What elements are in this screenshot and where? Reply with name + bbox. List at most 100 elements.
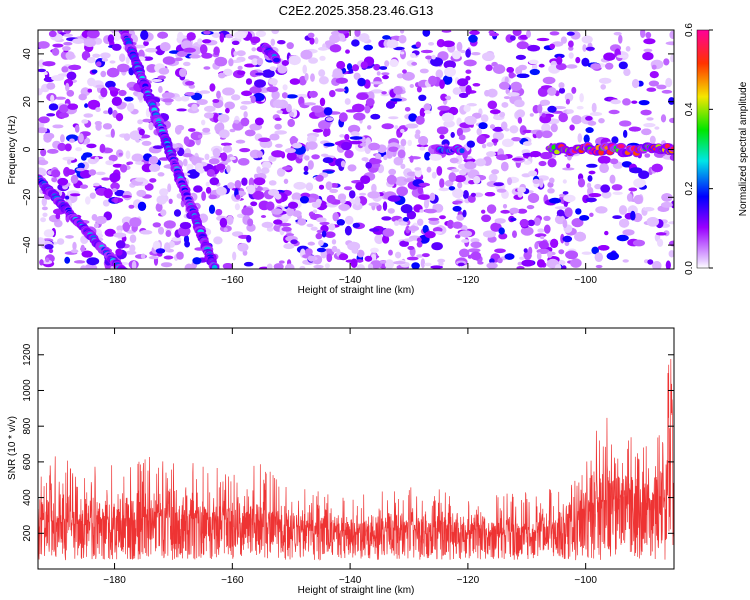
heatmap-cell [286, 94, 298, 98]
heatmap-cell [308, 242, 315, 246]
heatmap-cell [647, 217, 659, 227]
heatmap-cell [503, 204, 507, 209]
heatmap-cell [520, 219, 529, 227]
heatmap-cell [134, 285, 144, 293]
heatmap-cell [151, 79, 163, 82]
heatmap-cell [428, 76, 437, 85]
heatmap-cell [639, 100, 650, 105]
heatmap-cell [254, 79, 266, 88]
heatmap-cell [101, 177, 110, 180]
heatmap-cell [142, 293, 148, 298]
heatmap-cell [138, 202, 146, 211]
heatmap-cell [128, 279, 137, 286]
heatmap-cell [507, 92, 520, 96]
heatmap-cell [282, 166, 292, 170]
heatmap-cell [370, 248, 379, 253]
heatmap-cell [410, 53, 416, 58]
heatmap-cell [353, 223, 360, 228]
heatmap-cell [627, 193, 633, 202]
heatmap-cell [488, 101, 498, 110]
heatmap-cell [139, 129, 145, 136]
heatmap-cell [36, 88, 43, 95]
heatmap-cell [94, 223, 99, 228]
heatmap-cell [138, 289, 144, 295]
heatmap-cell [344, 186, 352, 190]
heatmap-cell [177, 32, 183, 40]
heatmap-cell [131, 280, 141, 287]
heatmap-cell [401, 204, 413, 213]
heatmap-cell [304, 171, 309, 175]
heatmap-cell [267, 86, 279, 92]
heatmap-cell [78, 94, 87, 101]
heatmap-cell [588, 121, 597, 126]
heatmap-cell [569, 125, 574, 131]
heatmap-cell [45, 244, 54, 249]
heatmap-cell [588, 175, 593, 182]
heatmap-cell [451, 169, 459, 172]
heatmap-cell [164, 220, 176, 229]
heatmap-cell [251, 47, 256, 51]
heatmap-cell [189, 55, 201, 59]
heatmap-cell [183, 153, 193, 157]
heatmap-cell [257, 151, 263, 158]
heatmap-cell [383, 228, 395, 236]
heatmap-cell [492, 139, 499, 144]
heatmap-cell [57, 178, 68, 186]
heatmap-cell [563, 195, 575, 202]
heatmap-cell [96, 61, 102, 66]
y-tick-label: 40 [22, 48, 33, 60]
heatmap-cell [390, 98, 402, 101]
heatmap-cell [323, 143, 334, 147]
heatmap-cell [52, 44, 63, 48]
heatmap-cell [481, 114, 489, 122]
heatmap-cell [415, 130, 420, 135]
heatmap-cell [399, 35, 407, 44]
heatmap-cell [599, 163, 609, 173]
heatmap-cell [381, 72, 389, 75]
heatmap-cell [582, 36, 593, 44]
heatmap-cell [451, 132, 455, 138]
heatmap-cell [45, 258, 49, 263]
figure-title: C2E2.2025.358.23.46.G13 [279, 3, 434, 18]
heatmap-cell [72, 242, 76, 251]
snr-x-axis-label: Height of straight line (km) [298, 585, 415, 596]
heatmap-cell [238, 158, 250, 166]
heatmap-cell [486, 151, 496, 157]
heatmap-cell [75, 147, 82, 151]
spectrogram-panel: −180 −160 −140 −120 −100 −40−2002040 Height … [7, 25, 679, 302]
heatmap-cell [527, 45, 540, 52]
heatmap-cell [215, 209, 222, 215]
heatmap-cell [302, 65, 307, 74]
heatmap-cell [464, 60, 477, 67]
heatmap-cell [174, 58, 183, 62]
heatmap-cell [482, 144, 486, 149]
heatmap-cell [462, 210, 466, 218]
heatmap-cell [523, 141, 532, 146]
heatmap-cell [205, 154, 210, 160]
heatmap-cell [590, 63, 601, 69]
heatmap-cell [314, 37, 318, 44]
heatmap-cell [56, 213, 61, 219]
heatmap-cell [458, 263, 465, 267]
heatmap-cell [115, 249, 122, 256]
heatmap-cell [388, 208, 395, 214]
heatmap-cell [471, 251, 482, 260]
heatmap-cell [465, 49, 471, 58]
heatmap-cell [69, 139, 75, 143]
heatmap-cell [313, 210, 317, 213]
heatmap-cell [425, 231, 436, 238]
heatmap-cell [92, 69, 98, 73]
heatmap-cell [607, 252, 619, 260]
heatmap-cell [437, 106, 450, 111]
heatmap-cell [663, 58, 669, 65]
colorbar-label: Normalized spectral amplitude [738, 81, 749, 216]
heatmap-cell [127, 278, 134, 282]
heatmap-cell [57, 238, 64, 245]
heatmap-cell [400, 52, 404, 55]
heatmap-cell [131, 282, 137, 288]
heatmap-cell [524, 161, 531, 165]
heatmap-cell [201, 120, 205, 126]
heatmap-cell [308, 160, 314, 170]
heatmap-cell [496, 154, 508, 160]
heatmap-cell [132, 281, 139, 287]
